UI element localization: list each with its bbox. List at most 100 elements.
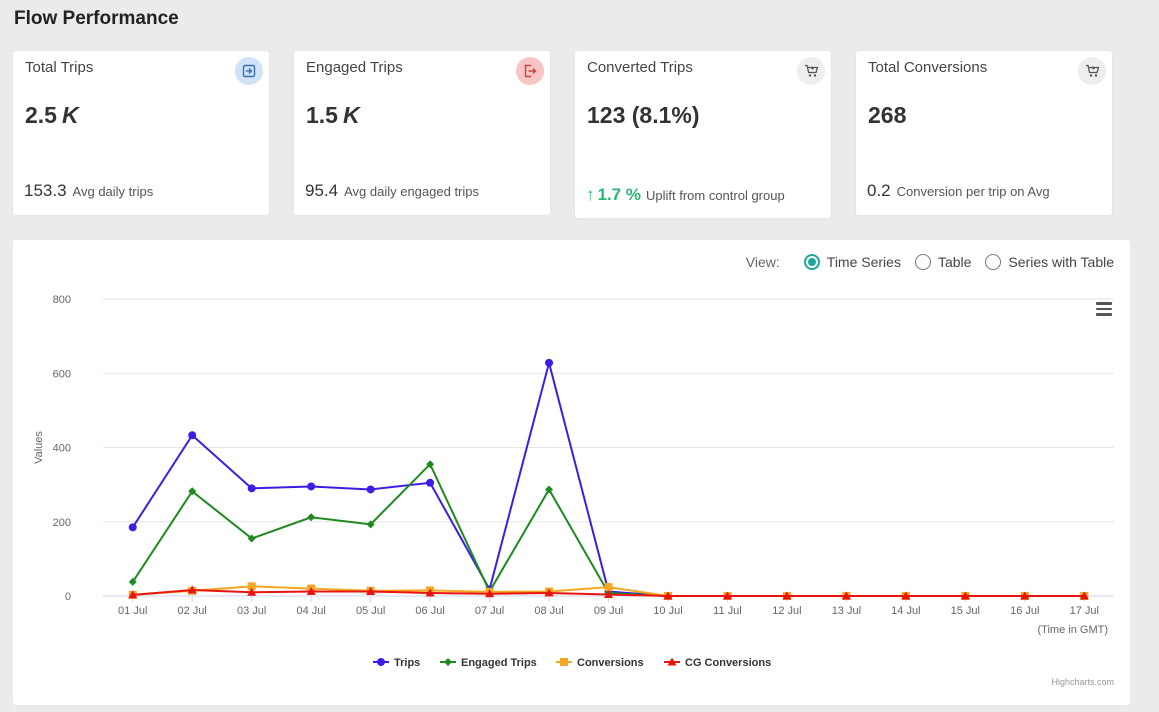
data-point-cg-conversions bbox=[1020, 591, 1030, 600]
legend-item-trips[interactable]: Trips bbox=[394, 657, 420, 669]
legend-marker-conversions bbox=[560, 658, 568, 666]
x-tick-label: 15 Jul bbox=[951, 605, 980, 617]
chart-credits[interactable]: Highcharts.com bbox=[1051, 677, 1114, 687]
x-tick-label: 08 Jul bbox=[534, 605, 563, 617]
legend-marker-trips bbox=[377, 658, 385, 666]
card-subtext: 95.4 Avg daily engaged trips bbox=[305, 181, 480, 200]
data-point-cg-conversions bbox=[782, 591, 792, 600]
data-point-trips bbox=[188, 431, 197, 440]
data-point-cg-conversions bbox=[1079, 591, 1089, 600]
data-point-engaged-trips bbox=[366, 520, 375, 529]
x-tick-label: 11 Jul bbox=[713, 605, 742, 617]
view-label: View: bbox=[745, 254, 780, 270]
kpi-card-total-conversions: Total Conversions 268 0.2 Conversion per … bbox=[856, 51, 1112, 215]
series-line-engaged-trips bbox=[131, 462, 1085, 597]
kpi-card-engaged-trips: Engaged Trips 1.5 K 95.4 Avg daily engaged… bbox=[294, 51, 550, 215]
legend-item-engaged-trips[interactable]: Engaged Trips bbox=[461, 657, 537, 669]
x-tick-label: 02 Jul bbox=[178, 605, 207, 617]
x-tick-label: 12 Jul bbox=[772, 605, 801, 617]
legend-marker-cg-conversions bbox=[667, 657, 677, 666]
card-value: 2.5 K bbox=[25, 102, 79, 128]
x-tick-label: 07 Jul bbox=[475, 605, 504, 617]
data-point-cg-conversions bbox=[722, 591, 732, 600]
y-tick-label: 200 bbox=[53, 517, 71, 529]
series-line-trips bbox=[131, 358, 1085, 597]
data-point-trips bbox=[545, 358, 554, 367]
chart-menu-icon[interactable] bbox=[1096, 302, 1112, 316]
view-option-time-series[interactable]: Time Series bbox=[803, 254, 901, 270]
radio-icon[interactable] bbox=[985, 254, 1002, 270]
card-value: 1.5 K bbox=[306, 102, 360, 128]
x-tick-label: 16 Jul bbox=[1010, 605, 1039, 617]
card-subtext: ↑ 1.7 % Uplift from control group bbox=[586, 185, 785, 204]
data-point-trips bbox=[128, 523, 137, 532]
card-subtext: 153.3 Avg daily trips bbox=[24, 181, 154, 200]
x-tick-label: 01 Jul bbox=[118, 605, 147, 617]
y-tick-label: 800 bbox=[53, 294, 71, 306]
chart-panel: 0 200 400 600 800 Values 01 Jul 02 Jul 03 Jul 04 … bbox=[13, 240, 1130, 705]
card-title: Converted Trips bbox=[587, 59, 693, 76]
data-point-engaged-trips bbox=[307, 513, 316, 522]
data-point-trips bbox=[426, 478, 435, 487]
card-title: Engaged Trips bbox=[306, 59, 403, 76]
y-tick-label: 0 bbox=[65, 591, 71, 603]
data-point-trips bbox=[366, 485, 375, 494]
login-icon[interactable] bbox=[235, 57, 263, 85]
data-point-cg-conversions bbox=[425, 588, 435, 597]
data-point-engaged-trips bbox=[128, 577, 137, 586]
y-tick-label: 600 bbox=[53, 368, 71, 380]
cart-icon[interactable] bbox=[1078, 57, 1106, 85]
data-point-trips bbox=[307, 482, 316, 491]
view-option-series-with-table[interactable]: Series with Table bbox=[985, 254, 1114, 270]
logout-icon[interactable] bbox=[516, 57, 544, 85]
card-title: Total Conversions bbox=[868, 59, 988, 76]
data-point-cg-conversions bbox=[366, 587, 376, 596]
data-point-cg-conversions bbox=[306, 587, 316, 596]
y-axis-label: Values bbox=[33, 431, 45, 464]
data-point-conversions bbox=[604, 583, 613, 592]
view-option-table[interactable]: Table bbox=[914, 254, 971, 270]
card-subtext: 0.2 Conversion per trip on Avg bbox=[867, 181, 1050, 200]
x-tick-label: 04 Jul bbox=[296, 605, 325, 617]
data-point-cg-conversions bbox=[841, 591, 851, 600]
arrow-up-icon: ↑ bbox=[586, 185, 595, 204]
y-tick-label: 400 bbox=[53, 443, 71, 455]
x-tick-label: 09 Jul bbox=[594, 605, 623, 617]
kpi-card-total-trips: Total Trips 2.5 K 153.3 Avg daily trips bbox=[13, 51, 269, 215]
x-tick-label: 10 Jul bbox=[653, 605, 682, 617]
legend-item-cg-conversions[interactable]: CG Conversions bbox=[685, 657, 771, 669]
legend-item-conversions[interactable]: Conversions bbox=[577, 657, 644, 669]
kpi-card-converted-trips: Converted Trips 123 (8.1%) ↑ 1.7 % Uplift … bbox=[575, 51, 831, 218]
data-point-cg-conversions bbox=[604, 590, 613, 599]
data-point-conversions bbox=[247, 582, 256, 591]
x-tick-label: 06 Jul bbox=[415, 605, 444, 617]
card-title: Total Trips bbox=[25, 59, 94, 76]
data-point-cg-conversions bbox=[187, 585, 197, 594]
cart-icon[interactable] bbox=[797, 57, 825, 85]
x-axis-label: (Time in GMT) bbox=[1038, 624, 1108, 636]
data-point-cg-conversions bbox=[128, 590, 138, 599]
radio-checked-icon[interactable] bbox=[803, 254, 820, 270]
card-value: 123 (8.1%) bbox=[587, 102, 700, 128]
x-tick-label: 05 Jul bbox=[356, 605, 385, 617]
x-tick-label: 03 Jul bbox=[237, 605, 266, 617]
view-selector: View: Time Series Table Series with Tabl… bbox=[746, 254, 1114, 270]
radio-icon[interactable] bbox=[914, 254, 931, 270]
page-title: Flow Performance bbox=[14, 8, 179, 29]
line-chart: 0 200 400 600 800 Values 01 Jul 02 Jul 03 Jul 04 … bbox=[33, 294, 1114, 669]
data-point-engaged-trips bbox=[426, 460, 435, 469]
legend-marker-engaged-trips bbox=[444, 658, 452, 666]
data-point-cg-conversions bbox=[485, 589, 495, 598]
data-point-cg-conversions bbox=[901, 591, 911, 600]
data-point-trips bbox=[247, 484, 256, 493]
data-point-engaged-trips bbox=[545, 485, 554, 494]
data-point-engaged-trips bbox=[247, 534, 256, 543]
data-point-cg-conversions bbox=[247, 587, 257, 596]
x-tick-label: 14 Jul bbox=[891, 605, 920, 617]
data-point-cg-conversions bbox=[960, 591, 970, 600]
x-tick-label: 17 Jul bbox=[1070, 605, 1099, 617]
x-tick-label: 13 Jul bbox=[832, 605, 861, 617]
data-point-cg-conversions bbox=[544, 588, 554, 597]
data-point-cg-conversions bbox=[663, 591, 673, 600]
card-value: 268 bbox=[868, 102, 907, 128]
